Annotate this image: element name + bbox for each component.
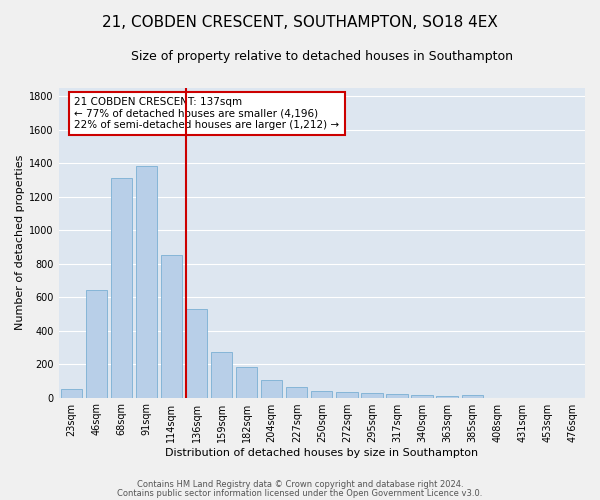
Bar	[236, 366, 257, 398]
Bar	[386, 394, 407, 398]
X-axis label: Distribution of detached houses by size in Southampton: Distribution of detached houses by size …	[165, 448, 478, 458]
Bar	[86, 290, 107, 398]
Bar	[436, 396, 458, 398]
Bar	[286, 386, 307, 398]
Bar	[136, 166, 157, 398]
Bar	[186, 309, 207, 398]
Text: 21 COBDEN CRESCENT: 137sqm
← 77% of detached houses are smaller (4,196)
22% of s: 21 COBDEN CRESCENT: 137sqm ← 77% of deta…	[74, 97, 340, 130]
Bar	[461, 395, 483, 398]
Bar	[361, 392, 383, 398]
Text: Contains HM Land Registry data © Crown copyright and database right 2024.: Contains HM Land Registry data © Crown c…	[137, 480, 463, 489]
Y-axis label: Number of detached properties: Number of detached properties	[15, 155, 25, 330]
Title: Size of property relative to detached houses in Southampton: Size of property relative to detached ho…	[131, 50, 513, 63]
Bar	[261, 380, 283, 398]
Bar	[161, 255, 182, 398]
Bar	[311, 391, 332, 398]
Bar	[412, 395, 433, 398]
Bar	[61, 389, 82, 398]
Text: 21, COBDEN CRESCENT, SOUTHAMPTON, SO18 4EX: 21, COBDEN CRESCENT, SOUTHAMPTON, SO18 4…	[102, 15, 498, 30]
Bar	[336, 392, 358, 398]
Bar	[211, 352, 232, 398]
Bar	[110, 178, 132, 398]
Text: Contains public sector information licensed under the Open Government Licence v3: Contains public sector information licen…	[118, 489, 482, 498]
